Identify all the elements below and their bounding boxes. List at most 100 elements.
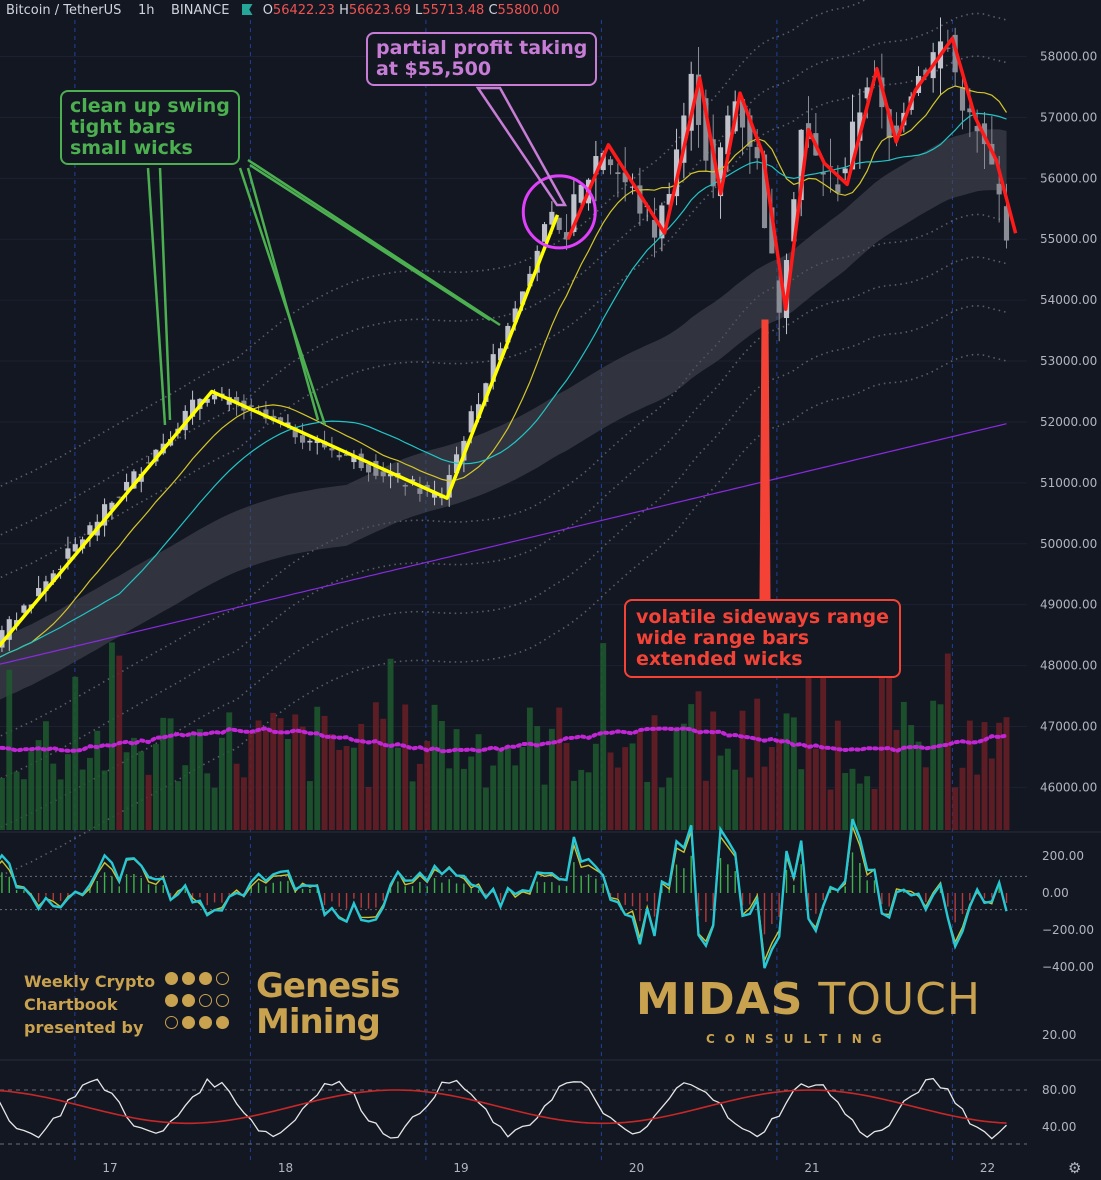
price-tick-label: 57000.00 (1040, 110, 1097, 124)
volume-bar (292, 714, 299, 830)
candle-body (607, 159, 614, 166)
ema-cyan-line (0, 112, 1007, 658)
date-tick-label: 18 (278, 1161, 293, 1175)
volume-bar (842, 773, 849, 830)
volume-bar (211, 787, 218, 830)
volume-bar (299, 726, 306, 830)
volume-bar (856, 783, 863, 830)
candle-body (710, 139, 716, 187)
candle-body (776, 280, 782, 313)
volume-bar (680, 723, 687, 830)
candle-body (109, 502, 115, 510)
volume-bar (358, 723, 365, 830)
date-tick-label: 20 (629, 1161, 644, 1175)
volume-bar (864, 776, 871, 830)
candle-body (490, 354, 496, 382)
price-tick-label: 46000.00 (1040, 780, 1097, 794)
volume-bar (790, 717, 797, 830)
cloud-ribbon (0, 129, 1007, 700)
volume-bar (204, 773, 211, 830)
volume-bar (519, 746, 526, 830)
volume-bar (101, 770, 108, 830)
stochastic-pane (0, 1077, 1027, 1145)
price-tick-label: 48000.00 (1040, 659, 1097, 673)
osc-tick-label: 200.00 (1042, 849, 1084, 863)
volume-bar (930, 700, 937, 830)
volume-bar (468, 756, 475, 830)
flag-icon[interactable] (241, 4, 253, 15)
volume-bar (35, 740, 42, 830)
volume-bar (248, 732, 255, 830)
volume-bar (959, 767, 966, 830)
volume-bar (86, 757, 93, 830)
candle-body (541, 224, 548, 242)
logo-dot (216, 994, 229, 1007)
open-label: O (262, 3, 273, 18)
candle-body (519, 291, 526, 305)
green-pointer (247, 158, 501, 327)
logo-dot (216, 972, 229, 985)
volume-bar (739, 710, 746, 830)
stoch-red-line (0, 1089, 1007, 1125)
volume-bar (460, 768, 467, 830)
candle-body (739, 99, 746, 128)
candle-body (893, 125, 900, 134)
volume-bar (306, 781, 313, 830)
candle-body (945, 47, 951, 49)
annotation-red[interactable]: volatile sideways range wide range bars … (624, 599, 901, 678)
volume-bar (431, 704, 438, 830)
volume-bar (108, 642, 115, 830)
stoch-white-line (0, 1077, 1007, 1140)
volume-bar (475, 734, 482, 830)
logo-dot (199, 994, 212, 1007)
volume-bar (556, 707, 563, 830)
candle-body (483, 383, 489, 402)
logo-dot (165, 1016, 178, 1029)
candle-body (204, 398, 210, 403)
brand-line: Chartbook (24, 995, 118, 1014)
volume-bar (20, 779, 27, 830)
moving-averages (0, 85, 1008, 665)
candle-body (505, 325, 511, 343)
brand-line: Weekly Crypto (24, 972, 156, 991)
close-label: C (488, 3, 498, 18)
consulting-label: CONSULTING (706, 1032, 892, 1046)
annotation-purple[interactable]: partial profit taking at $55,500 (366, 32, 598, 86)
volume-bar (908, 725, 915, 830)
symbol-name[interactable]: Bitcoin / TetherUS (6, 3, 122, 18)
candle-body (21, 605, 27, 613)
volume-bar (578, 769, 585, 830)
volume-bar (768, 746, 775, 830)
volume-bar (1003, 717, 1010, 830)
date-tick-label: 19 (453, 1161, 468, 1175)
volume-bar (402, 704, 409, 830)
volume-bar (438, 720, 445, 830)
candle-body (681, 115, 687, 163)
candle-body (622, 172, 628, 183)
red-pointer (759, 319, 771, 601)
volume-bar (548, 728, 555, 830)
volume-bar (174, 781, 181, 830)
candle-body (754, 147, 760, 159)
volume-bar (871, 788, 878, 830)
candle-body (409, 479, 416, 482)
volume-bar (130, 737, 137, 830)
interval-label[interactable]: 1h (137, 3, 155, 18)
volume-bar (695, 691, 702, 830)
volume-bar (622, 747, 629, 830)
candle-body (659, 205, 665, 239)
annotation-green[interactable]: clean up swing tight bars small wicks (60, 90, 240, 165)
volume-bar (42, 721, 49, 830)
price-tick-label: 52000.00 (1040, 415, 1097, 429)
volume-bar (981, 722, 988, 830)
annotation-green-line: tight bars (70, 116, 176, 138)
chartbook-label: Weekly Crypto Chartbook presented by (24, 970, 155, 1039)
volume-bar (776, 738, 783, 830)
midas-word: MIDAS (636, 974, 804, 1025)
candle-body (563, 232, 570, 240)
date-tick-label: 17 (102, 1161, 117, 1175)
candle-body (549, 211, 555, 225)
candle-body (571, 194, 577, 233)
volume-bar (336, 749, 343, 830)
profit-circle (521, 174, 597, 250)
